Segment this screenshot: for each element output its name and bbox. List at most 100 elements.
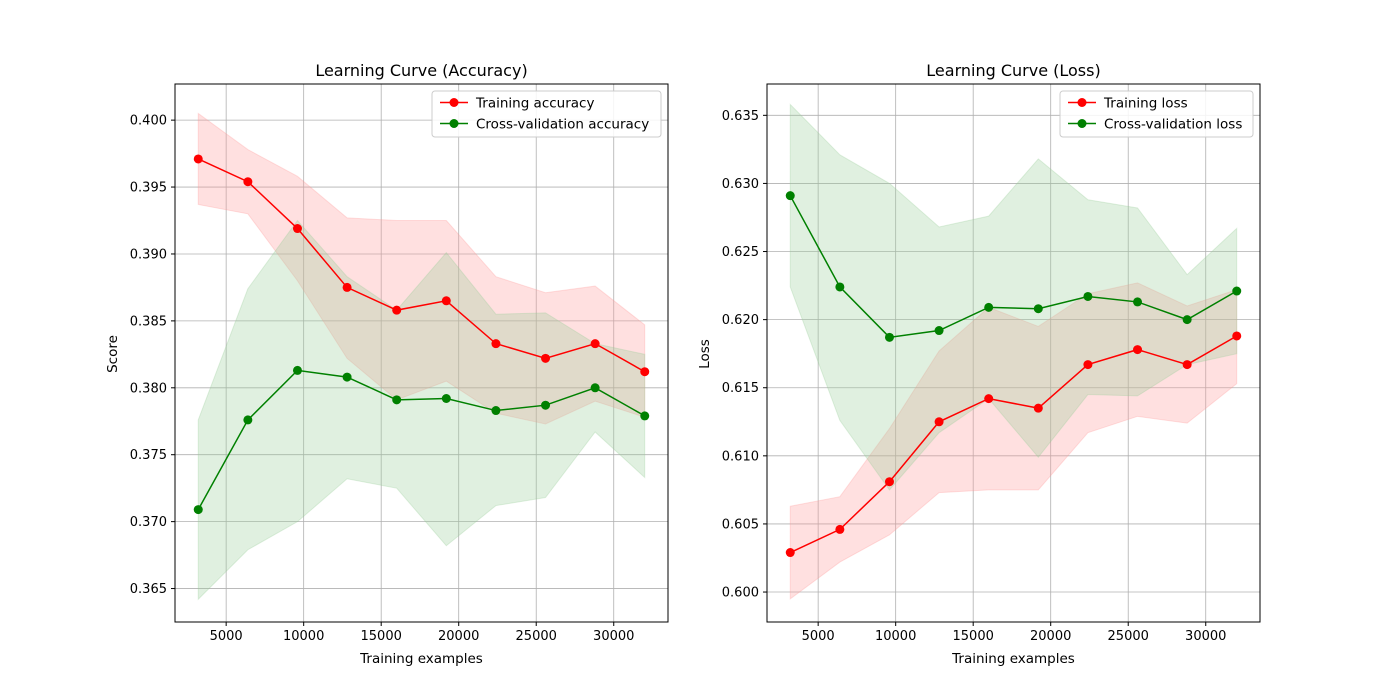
legend-label: Cross-validation accuracy: [476, 117, 649, 133]
data-point: [392, 305, 402, 315]
legend-marker: [449, 98, 459, 107]
data-point: [590, 339, 600, 349]
y-tick-label: 0.605: [722, 517, 759, 532]
data-point: [1232, 286, 1242, 296]
data-point: [640, 367, 650, 377]
data-point: [1182, 360, 1192, 370]
legend-box: [1059, 90, 1254, 138]
data-point: [934, 326, 944, 336]
plot-area: 5000 10000 15000 20000 25000 30000 0.600 0.605 0…: [722, 83, 1261, 644]
legend-box: [431, 90, 662, 138]
data-point: [785, 191, 795, 201]
x-tick-label: 10000: [875, 629, 916, 644]
x-tick-label: 5000: [802, 629, 835, 644]
series-line: [197, 369, 646, 510]
x-tick-label: 25000: [1108, 629, 1149, 644]
data-point: [1033, 304, 1043, 314]
data-point: [243, 177, 253, 187]
data-point: [835, 282, 845, 292]
y-tick-label: 0.370: [130, 515, 167, 530]
y-tick-label: 0.400: [130, 114, 167, 129]
data-point: [1033, 403, 1043, 413]
y-tick-label: 0.385: [130, 314, 167, 329]
data-point: [541, 400, 551, 410]
data-point: [984, 394, 994, 404]
y-axis-label: Score: [105, 335, 121, 373]
data-point: [342, 372, 352, 382]
confidence-band: [197, 219, 646, 601]
series-line: [789, 195, 1238, 339]
y-tick-label: 0.365: [130, 582, 167, 597]
x-tick-label: 25000: [516, 629, 557, 644]
data-point: [884, 332, 894, 342]
data-point: [292, 365, 302, 375]
x-tick-label: 5000: [210, 629, 243, 644]
data-point: [193, 154, 203, 164]
y-tick-label: 0.395: [130, 181, 167, 196]
y-tick-label: 0.635: [722, 109, 759, 124]
y-tick-label: 0.615: [722, 381, 759, 396]
x-axis-label: Training examples: [359, 651, 483, 667]
x-tick-label: 15000: [953, 629, 994, 644]
legend-label: Cross-validation loss: [1104, 117, 1242, 133]
chart-accuracy: Learning Curve (Accuracy) Training examp…: [105, 61, 669, 667]
data-point: [292, 224, 302, 234]
legend: Training loss Cross-validation loss: [1059, 90, 1254, 138]
chart-title: Learning Curve (Accuracy): [315, 61, 527, 80]
y-tick-label: 0.380: [130, 381, 167, 396]
data-point: [243, 415, 253, 425]
data-point: [491, 339, 501, 349]
series-line: [197, 158, 646, 373]
x-tick-label: 15000: [361, 629, 402, 644]
data-point: [1133, 345, 1143, 355]
x-tick-label: 10000: [283, 629, 324, 644]
legend-label: Training loss: [1103, 96, 1188, 112]
y-tick-label: 0.600: [722, 586, 759, 601]
data-point: [934, 417, 944, 427]
data-point: [835, 524, 845, 534]
legend-label: Training accuracy: [475, 96, 594, 112]
data-point: [884, 477, 894, 487]
data-point: [590, 383, 600, 393]
legend: Training accuracy Cross-validation accura…: [431, 90, 662, 138]
plot-area: 5000 10000 15000 20000 25000 30000 0.365 0.370 0…: [130, 83, 669, 644]
data-point: [342, 282, 352, 292]
data-point: [785, 548, 795, 558]
data-point: [541, 353, 551, 363]
confidence-band: [789, 282, 1238, 600]
legend-marker: [1077, 119, 1087, 128]
data-point: [441, 394, 451, 404]
x-axis-label: Training examples: [951, 651, 1075, 667]
legend-marker: [1077, 98, 1087, 107]
y-tick-label: 0.610: [722, 449, 759, 464]
data-point: [491, 406, 501, 416]
chart-title: Learning Curve (Loss): [926, 61, 1100, 80]
axes-frame: [766, 83, 1261, 623]
data-point: [441, 296, 451, 306]
data-point: [640, 411, 650, 421]
y-tick-label: 0.625: [722, 245, 759, 260]
y-tick-label: 0.620: [722, 313, 759, 328]
legend-marker: [449, 119, 459, 128]
y-tick-label: 0.375: [130, 448, 167, 463]
x-tick-label: 20000: [1030, 629, 1071, 644]
x-tick-label: 20000: [438, 629, 479, 644]
x-tick-label: 30000: [1185, 629, 1226, 644]
series-line: [789, 335, 1238, 554]
data-point: [1133, 297, 1143, 307]
data-point: [1083, 360, 1093, 370]
y-tick-label: 0.390: [130, 247, 167, 262]
data-point: [1232, 331, 1242, 341]
axes-frame: [174, 83, 669, 623]
confidence-band: [789, 103, 1238, 491]
data-point: [1182, 315, 1192, 325]
data-point: [193, 505, 203, 515]
data-point: [984, 302, 994, 312]
chart-loss: Learning Curve (Loss) Training examples …: [697, 61, 1261, 667]
data-point: [1083, 291, 1093, 301]
y-tick-label: 0.630: [722, 177, 759, 192]
data-point: [392, 395, 402, 405]
y-axis-label: Loss: [697, 339, 713, 369]
x-tick-label: 30000: [593, 629, 634, 644]
